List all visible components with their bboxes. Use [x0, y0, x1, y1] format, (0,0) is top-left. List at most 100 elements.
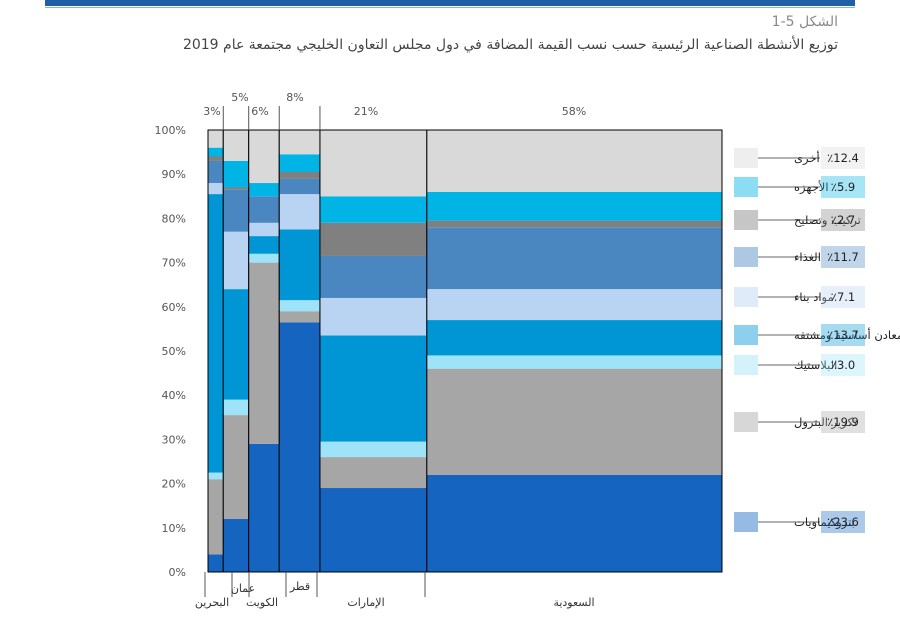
bar-segment: [223, 415, 249, 519]
country-label: عمان: [231, 582, 255, 595]
legend-value-box: [821, 511, 865, 533]
legend-value: ٪13.7: [827, 328, 859, 342]
y-tick-label: 20%: [162, 478, 186, 491]
legend-label: تركيب وتصليح: [794, 213, 861, 228]
legend-label: أخرى: [794, 150, 820, 166]
figure-title: توزيع الأنشطة الصناعية الرئيسية حسب نسب …: [182, 37, 838, 53]
y-tick-label: 100%: [155, 124, 186, 137]
bar-segment: [279, 154, 320, 172]
legend-label: بتروكيماويات: [794, 515, 855, 530]
legend-swatch: [734, 287, 758, 307]
bar-segment: [223, 189, 249, 232]
top-accent-bar: [45, 0, 855, 6]
top-accent-line: [45, 7, 855, 8]
bar-segment: [223, 518, 249, 572]
bar-segment: [223, 130, 249, 161]
legend-swatch: [734, 148, 758, 168]
y-tick-label: 80%: [162, 212, 186, 225]
legend-label: مواد بناء: [794, 290, 834, 305]
legend-value: ٪7.1: [831, 290, 855, 304]
bar-segment: [208, 160, 224, 184]
legend-value: ٪11.7: [827, 250, 859, 264]
legend-value-box: [821, 286, 865, 308]
bar-segment: [426, 220, 722, 228]
bar-segment: [208, 479, 224, 555]
legend-swatch: [734, 177, 758, 197]
bar-segment: [426, 368, 722, 475]
bar-segment: [248, 262, 280, 444]
country-label: قطر: [289, 580, 310, 593]
bar-segment: [426, 474, 722, 572]
bar-segment: [223, 231, 249, 290]
legend-value-box: [821, 246, 865, 268]
bar-segment: [279, 171, 320, 179]
bar-segment: [279, 300, 320, 312]
legend-value: ٪2.7: [831, 213, 855, 227]
legend-swatch: [734, 210, 758, 230]
bar-segment: [223, 399, 249, 416]
legend-swatch: [734, 247, 758, 267]
bar-segment: [248, 253, 280, 263]
legend-value-box: [821, 354, 865, 376]
legend-label: البلاستيك: [794, 358, 837, 372]
bar-segment: [279, 322, 320, 572]
country-share-label: 3%: [203, 105, 220, 118]
bar-segment: [319, 222, 427, 256]
y-tick-label: 70%: [162, 257, 186, 270]
bar-segment: [248, 183, 280, 197]
country-share-label: 21%: [354, 105, 378, 118]
country-share-label: 6%: [251, 105, 268, 118]
bar-segment: [319, 196, 427, 223]
bar-segment: [208, 554, 224, 572]
figure-label: الشكل 5-1: [771, 14, 838, 30]
bar-segment: [248, 196, 280, 223]
country-share-label: 5%: [231, 91, 248, 104]
bar-segment: [223, 289, 249, 400]
y-tick-label: 60%: [162, 301, 186, 314]
bar-segment: [319, 441, 427, 458]
bar-segment: [279, 311, 320, 323]
bar-segment: [208, 194, 224, 473]
legend-value: ٪3.0: [831, 358, 855, 372]
bar-segment: [426, 289, 722, 321]
country-label: البحرين: [195, 596, 229, 609]
bar-segment: [319, 488, 427, 572]
legend-label: معادن أساسية ومشتقه: [794, 327, 900, 343]
bar-segment: [223, 187, 249, 190]
bar-segment: [426, 130, 722, 192]
legend-swatch: [734, 325, 758, 345]
y-tick-label: 90%: [162, 168, 186, 181]
legend-value-box: [821, 411, 865, 433]
y-tick-label: 40%: [162, 389, 186, 402]
legend-value-box: [821, 176, 865, 198]
bar-segment: [319, 457, 427, 489]
bar-segment: [208, 183, 224, 195]
bar-segment: [426, 227, 722, 290]
bar-segment: [426, 191, 722, 221]
legend-value: ٪23.6: [827, 515, 859, 529]
legend-swatch: [734, 355, 758, 375]
bar-segment: [248, 130, 280, 184]
y-tick-label: 50%: [162, 345, 186, 358]
legend-swatch: [734, 512, 758, 532]
bar-segment: [248, 236, 280, 254]
bar-segment: [208, 156, 224, 161]
bar-segment: [208, 130, 224, 148]
country-label: الإمارات: [347, 596, 384, 609]
y-tick-label: 10%: [162, 522, 186, 535]
bar-segment: [319, 130, 427, 197]
bar-segment: [223, 160, 249, 188]
country-share-label: 58%: [562, 105, 586, 118]
legend-value: ٪5.9: [831, 180, 855, 194]
legend-value: ٪12.4: [827, 151, 859, 165]
bar-segment: [248, 443, 280, 572]
bar-segment: [208, 147, 224, 157]
bar-segment: [279, 229, 320, 301]
bar-segment: [319, 335, 427, 442]
bar-segment: [279, 130, 320, 155]
legend-value-box: [821, 147, 865, 169]
y-tick-label: 0%: [169, 566, 186, 579]
legend-label: الغذاء: [794, 250, 821, 264]
bar-segment: [208, 472, 224, 480]
